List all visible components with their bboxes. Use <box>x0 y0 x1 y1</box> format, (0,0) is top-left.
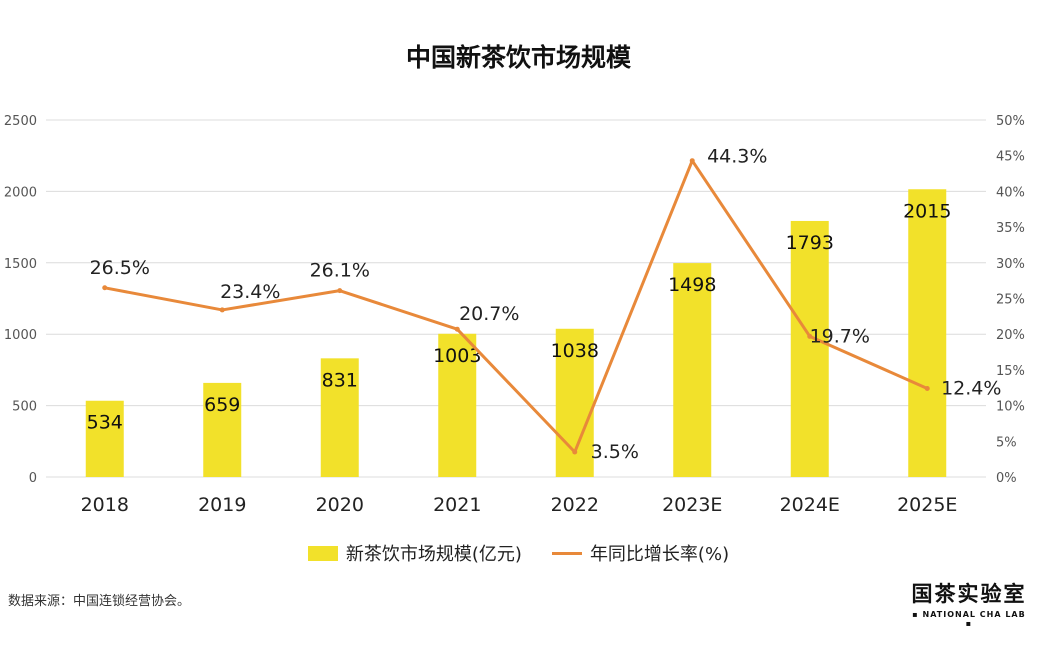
y-left-tick-label: 0 <box>29 471 37 486</box>
y-left-tick-label: 2000 <box>4 185 37 200</box>
y-right-tick-label: 45% <box>996 150 1025 165</box>
y-right-tick-label: 25% <box>996 293 1025 308</box>
bar-2020[interactable] <box>320 358 359 477</box>
line-value-labels: 26.5% 23.4% 26.1% 20.7% 3.5% 44.3% 19.7% 12.4% <box>90 146 1002 463</box>
legend-item-bar[interactable]: 新茶饮市场规模(亿元) <box>307 540 522 566</box>
line-value-label: 44.3% <box>707 146 767 168</box>
legend-bar-label: 新茶饮市场规模(亿元) <box>345 544 522 565</box>
y-right-tick-label: 5% <box>996 435 1017 450</box>
bar-2018[interactable] <box>85 400 124 477</box>
line-point-2025E[interactable] <box>924 385 930 391</box>
x-tick-label: 2023E <box>662 494 722 516</box>
y-right-tick-label: 35% <box>996 221 1025 236</box>
logo-sub-text: ▪ NATIONAL CHA LAB ▪ <box>912 610 1026 628</box>
line-value-label: 20.7% <box>459 303 519 325</box>
legend: 新茶饮市场规模(亿元) 年同比增长率(%) <box>0 540 1037 566</box>
y-left-tick-label: 1000 <box>4 328 37 343</box>
source-note: 数据来源：中国连锁经营协会。 <box>8 594 191 609</box>
y-right-tick-label: 0% <box>996 471 1017 486</box>
y-right-tick-label: 30% <box>996 257 1025 272</box>
y-right-tick-label: 20% <box>996 328 1025 343</box>
logo: 国茶实验室 ▪ NATIONAL CHA LAB ▪ <box>908 578 1030 628</box>
y-right-tick-label: 50% <box>996 114 1025 129</box>
bar-value-label: 831 <box>322 369 358 391</box>
bar-2019[interactable] <box>203 382 242 477</box>
legend-bar-swatch <box>307 545 338 561</box>
y-left-tick-label: 2500 <box>4 114 37 129</box>
bar-value-label: 1038 <box>551 340 599 362</box>
logo-main-text: 国茶实验室 <box>911 582 1027 606</box>
line-value-label: 26.1% <box>310 260 370 282</box>
bar-value-label: 1498 <box>668 274 716 296</box>
axes: 0 500 1000 1500 2000 2500 0% 5% 10% 15% 20% 25% 30% 3… <box>4 114 1025 516</box>
y-left-tick-label: 1500 <box>4 257 37 272</box>
line-point-2018[interactable] <box>102 285 108 291</box>
chart-title: 中国新茶饮市场规模 <box>405 43 631 72</box>
bar-value-label: 2015 <box>903 200 951 222</box>
y-right-tick-label: 40% <box>996 185 1025 200</box>
legend-item-line[interactable]: 年同比增长率(%) <box>551 540 730 566</box>
line-point-2023E[interactable] <box>689 158 695 164</box>
line-point-2019[interactable] <box>219 307 225 313</box>
bar-value-label: 534 <box>87 412 123 434</box>
line-point-2021[interactable] <box>454 326 460 332</box>
legend-line-label: 年同比增长率(%) <box>589 544 730 565</box>
bar-value-label: 1793 <box>786 232 834 254</box>
y-right-tick-label: 15% <box>996 364 1025 379</box>
bar-2021[interactable] <box>438 333 477 477</box>
bar-value-labels: 534 659 831 1003 1038 1498 1793 2015 <box>87 200 952 433</box>
line-value-label: 3.5% <box>591 441 639 463</box>
x-tick-label: 2025E <box>897 494 957 516</box>
line-point-2020[interactable] <box>337 288 343 294</box>
line-point-2022[interactable] <box>572 449 578 455</box>
legend-line-swatch <box>551 551 582 555</box>
x-tick-label: 2018 <box>81 494 129 516</box>
bar-value-label: 659 <box>204 394 240 416</box>
line-value-label: 23.4% <box>220 281 280 303</box>
line-point-2024E[interactable] <box>807 333 813 339</box>
bar-2025E[interactable] <box>908 189 947 477</box>
x-tick-label: 2020 <box>316 494 364 516</box>
line-series <box>102 158 930 455</box>
growth-line <box>104 159 928 454</box>
bar-2023E[interactable] <box>673 263 712 477</box>
x-tick-label: 2019 <box>198 494 246 516</box>
bar-2024E[interactable] <box>790 220 829 477</box>
bar-value-label: 1003 <box>433 345 481 367</box>
x-tick-label: 2022 <box>551 494 599 516</box>
y-left-tick-label: 500 <box>12 400 37 415</box>
x-tick-label: 2024E <box>780 494 840 516</box>
x-tick-label: 2021 <box>433 494 481 516</box>
line-value-label: 12.4% <box>941 377 1001 399</box>
y-right-tick-label: 10% <box>996 400 1025 415</box>
line-value-label: 19.7% <box>810 325 870 347</box>
gridlines <box>46 119 986 478</box>
line-value-label: 26.5% <box>90 257 150 279</box>
